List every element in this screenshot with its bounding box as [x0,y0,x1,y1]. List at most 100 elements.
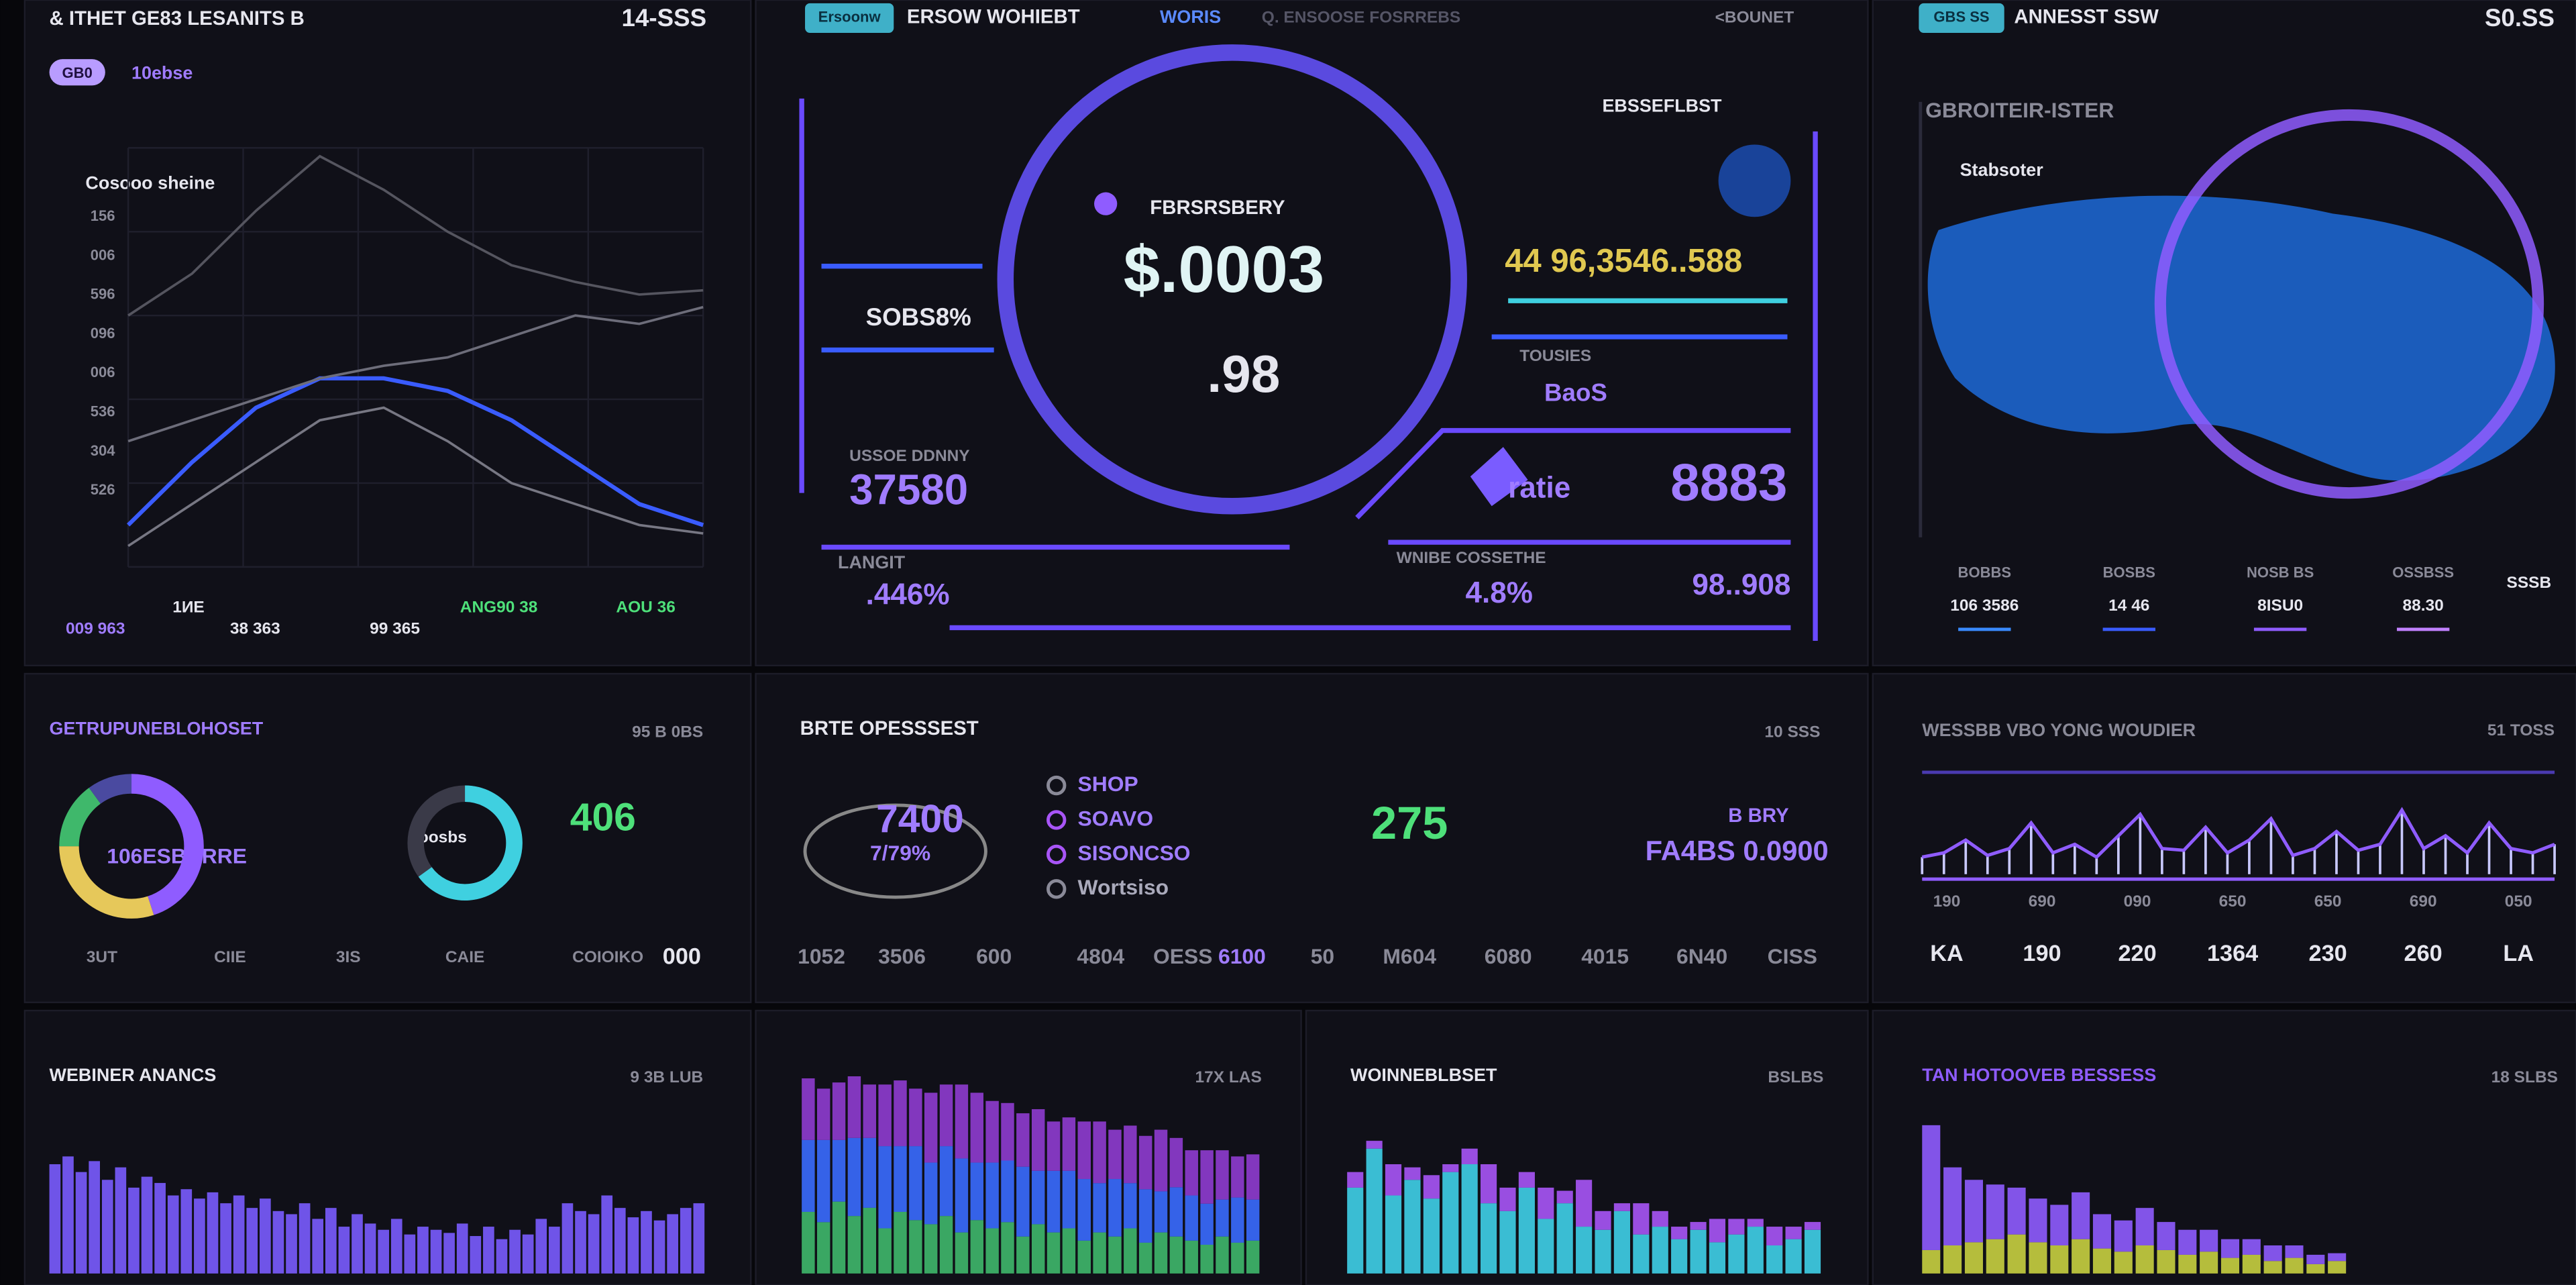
bar [2242,1254,2261,1274]
line-series [126,376,704,527]
label: 1364 [2207,941,2258,966]
bar [549,1227,560,1274]
bar [443,1233,455,1274]
label: .98 [1207,344,1280,403]
bar [1138,1189,1152,1243]
bar [1538,1187,1554,1219]
bar [680,1208,692,1274]
bar [832,1139,846,1202]
bar [1185,1150,1198,1196]
panel [1872,672,2576,1004]
bar [1231,1156,1244,1198]
bar [816,1222,830,1274]
label: WEBINER ANANCS [50,1065,217,1085]
sparkline [1921,807,2555,860]
bar [1385,1164,1402,1196]
bar [1518,1172,1535,1188]
bar [1986,1184,2004,1239]
bar [1366,1141,1383,1149]
label: TOUSIES [1519,347,1591,365]
label: 006 [91,364,115,380]
bar [1077,1240,1091,1274]
bar [1595,1211,1611,1230]
panel [23,0,752,667]
bar [1016,1113,1030,1167]
bar [847,1216,861,1274]
label: 38 363 [230,619,280,637]
label: BRTE OPESSSEST [800,717,979,739]
label: 304 [91,442,115,459]
bar [1595,1229,1611,1274]
bar [614,1208,626,1274]
bar [1690,1222,1707,1230]
label: GBROITEIR-ISTER [1925,98,2114,122]
bar [1093,1232,1106,1274]
label: BOSBS [2103,564,2155,580]
label: 006 [91,246,115,263]
label: 220 [2118,941,2156,966]
axis [1919,101,1923,537]
bar [2007,1187,2026,1235]
bar [2285,1245,2304,1258]
label: 000 [663,944,701,970]
bar [985,1162,999,1229]
label: 17X LAS [1195,1068,1262,1086]
label: ratie [1508,471,1570,504]
bar [939,1216,953,1274]
bar [588,1214,600,1274]
pill [805,3,894,33]
pill [1919,3,2004,33]
label: 156 [91,207,115,224]
bar [1031,1224,1045,1274]
bar [601,1195,613,1274]
bar [1423,1175,1440,1199]
bar [272,1211,284,1274]
bar [802,1212,815,1274]
bar [233,1195,245,1274]
bar [627,1217,639,1274]
bar [2135,1208,2154,1245]
bar [1518,1187,1535,1274]
bar [561,1203,574,1274]
bar [1943,1167,1962,1245]
bar [1246,1154,1260,1200]
bar [1246,1199,1260,1241]
bar [894,1146,907,1213]
bar [924,1092,938,1163]
bar [509,1229,521,1274]
label: ERSOW WOHIEBT [907,6,1080,28]
bar [430,1229,442,1274]
bar [1216,1199,1229,1237]
label: Ersoonw [818,9,881,25]
bar [1728,1234,1745,1274]
label: 275 [1371,797,1448,849]
bar [1461,1148,1478,1165]
label: SISONCSO [1078,841,1191,865]
label: 4.8% [1465,576,1532,609]
label: B BRY [1728,805,1789,827]
donut-segment [59,845,154,919]
bar [802,1078,815,1140]
bar [2200,1251,2218,1274]
bar [1138,1135,1152,1190]
bar [970,1162,983,1221]
bar [141,1176,153,1274]
bar [496,1239,508,1274]
label: USSOE DDNNY [849,447,969,465]
label: <BOUNET [1715,8,1794,26]
bar [2200,1229,2218,1252]
label: Cosooo sheine [85,172,215,193]
legend-marker [1046,775,1067,796]
bar [1124,1228,1137,1274]
bar [2135,1245,2154,1274]
line-series [127,305,704,443]
bar [390,1219,402,1274]
bar [246,1208,258,1274]
label: 9 3B LUB [630,1068,703,1086]
label: BOBBS [1958,564,2012,580]
bar [2029,1242,2047,1274]
label: 4015 [1581,944,1629,968]
label: 190 [2023,941,2061,966]
bar [1481,1203,1497,1274]
